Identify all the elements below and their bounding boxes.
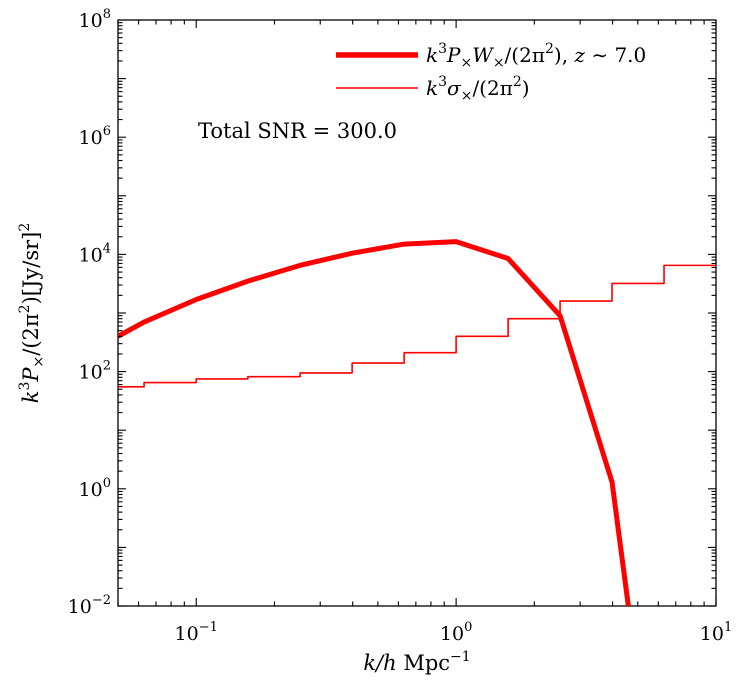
y-axis-ticks: 10−2 100 102 104 106 108: [68, 7, 716, 618]
y-axis-title: k3P×/(2π2)[Jy/sr]2: [17, 223, 47, 404]
series-line-0: [118, 239, 631, 606]
legend: k3P×W×/(2π2), z ∼ 7.0 k3σ×/(2π2): [336, 41, 646, 104]
plot-frame: [117, 19, 717, 607]
x-axis-ticks: 10−1 100 101: [117, 20, 732, 645]
x-tick-label: 100: [440, 620, 472, 645]
annotation-snr: Total SNR = 300.0: [198, 119, 397, 143]
series-line-1: [118, 264, 716, 388]
y-tick-label: 108: [79, 7, 111, 32]
x-tick-label: 10−1: [175, 620, 218, 645]
y-tick-label: 102: [79, 359, 111, 384]
y-tick-label: 10−2: [68, 593, 111, 618]
y-tick-label: 104: [79, 241, 111, 266]
series-layer: [118, 239, 716, 606]
legend-label-series-1: k3σ×/(2π2): [426, 74, 530, 104]
y-tick-label: 106: [79, 124, 111, 149]
y-tick-label: 100: [79, 476, 111, 501]
legend-label-series-0: k3P×W×/(2π2), z ∼ 7.0: [426, 41, 646, 71]
x-tick-label: 101: [700, 620, 732, 645]
x-axis-title: k/h Mpc−1: [363, 649, 470, 675]
